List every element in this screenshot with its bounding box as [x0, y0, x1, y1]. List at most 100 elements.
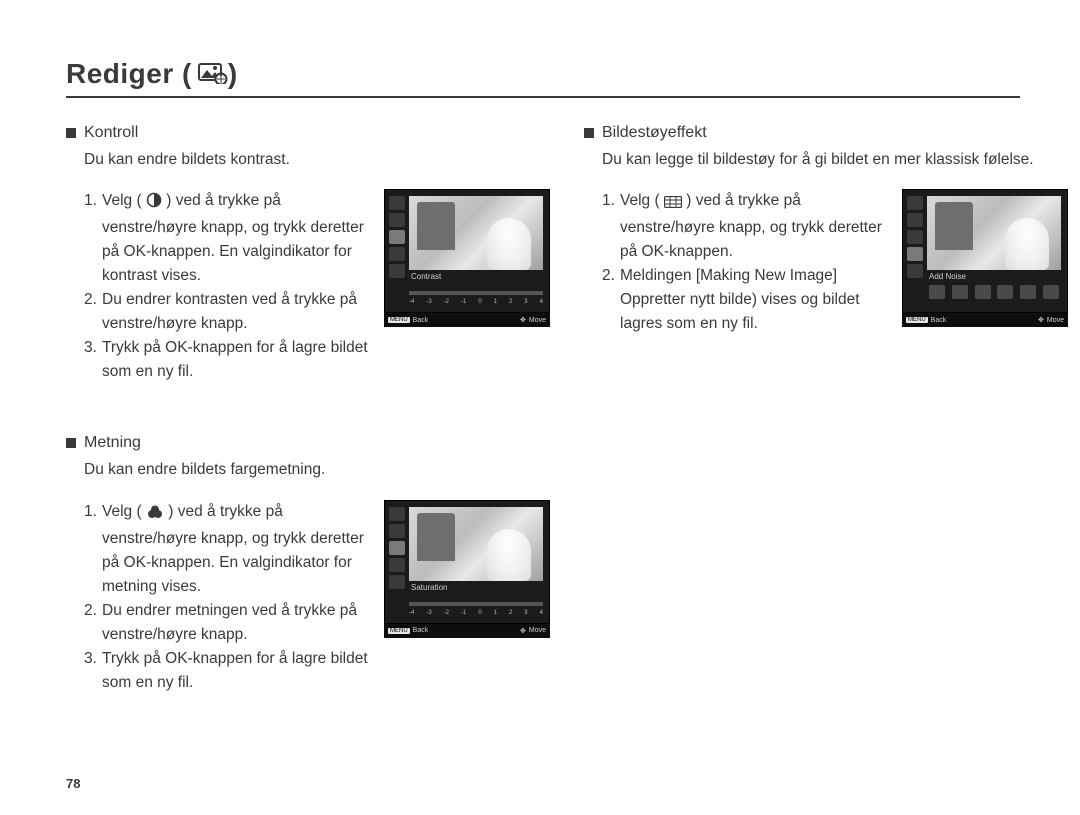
lcd-mode-icon	[389, 575, 405, 589]
lcd-effect-icons	[927, 282, 1061, 302]
bullet-square-icon	[66, 128, 76, 138]
lcd-effect-icon	[975, 285, 991, 299]
lcd-mode-icon	[389, 213, 405, 227]
lcd-mode-icon	[907, 213, 923, 227]
lcd-effect-icon	[1020, 285, 1036, 299]
camera-lcd-metning: Saturation -4 -3 -2 -1 0 1	[384, 500, 550, 638]
dpad-icon: ✥	[1038, 316, 1044, 324]
lcd-mode-icon	[907, 196, 923, 210]
section-body: 1. Velg ( ) ved å trykke på venstre/høyr…	[584, 189, 1068, 336]
lcd-photo-preview	[927, 196, 1061, 270]
edit-photo-icon	[198, 60, 228, 89]
section-metning: Metning Du kan endre bildets fargemetnin…	[66, 434, 550, 694]
heading-text: Metning	[84, 434, 141, 452]
step: 3. Trykk på OK-knappen for å lagre bilde…	[84, 647, 370, 695]
lcd-mode-label: Contrast	[411, 272, 441, 281]
lcd-mode-icon	[389, 230, 405, 244]
lcd-slider-track: -4 -3 -2 -1 0 1 2 3 4	[409, 291, 543, 295]
lcd-slider: -4 -3 -2 -1 0 1 2 3 4	[409, 284, 543, 302]
menu-button-icon: MENU	[906, 317, 928, 323]
step-list: 1. Velg ( ) ved å trykke på venstre/høyr…	[84, 500, 370, 695]
step-text: Velg ( ) ved å trykke på venstre/høyre k…	[102, 500, 370, 599]
lcd-mode-icon	[389, 507, 405, 521]
section-intro: Du kan endre bildets fargemetning.	[84, 458, 550, 481]
lcd-mode-icon	[907, 247, 923, 261]
step-number: 2.	[602, 264, 620, 336]
lcd-footer: MENUBack ✥Move	[902, 313, 1068, 327]
lcd-side-icons	[389, 196, 405, 278]
step: 2. Du endrer metningen ved å trykke på v…	[84, 599, 370, 647]
contrast-icon	[146, 192, 162, 216]
page-title: Rediger (	[66, 58, 192, 90]
step: 2. Du endrer kontrasten ved å trykke på …	[84, 288, 370, 336]
menu-button-icon: MENU	[388, 317, 410, 323]
lcd-move: ✥Move	[520, 627, 546, 635]
lcd-mode-icon	[907, 264, 923, 278]
lcd-back: MENUBack	[388, 627, 428, 634]
section-heading: Kontroll	[66, 124, 550, 142]
step: 1. Velg ( ) ved å trykke på venstre/høyr…	[84, 189, 370, 288]
lcd-back: MENUBack	[906, 317, 946, 324]
lcd-mode-icon	[907, 230, 923, 244]
step: 1. Velg ( ) ved å trykke på venstre/høyr…	[602, 189, 888, 264]
step: 3. Trykk på OK-knappen for å lagre bilde…	[84, 336, 370, 384]
step-number: 2.	[84, 288, 102, 336]
step: 2. Meldingen [Making New Image] Opprette…	[602, 264, 888, 336]
dpad-icon: ✥	[520, 627, 526, 635]
step-number: 1.	[602, 189, 620, 264]
lcd-slider: -4 -3 -2 -1 0 1 2 3 4	[409, 595, 543, 613]
step-number: 3.	[84, 336, 102, 384]
section-bildestoy: Bildestøyeffekt Du kan legge til bildest…	[584, 124, 1068, 336]
step-text: Velg ( ) ved å trykke på venstre/høyre k…	[102, 189, 370, 288]
lcd-move: ✥Move	[520, 316, 546, 324]
lcd-frame: Add Noise	[902, 189, 1068, 313]
bullet-square-icon	[66, 438, 76, 448]
page-title-close: )	[228, 58, 238, 90]
lcd-photo-preview	[409, 196, 543, 270]
step-text: Meldingen [Making New Image] Oppretter n…	[620, 264, 888, 336]
step-number: 1.	[84, 189, 102, 288]
step-text: Velg ( ) ved å trykke på venstre/høyre k…	[620, 189, 888, 264]
lcd-slider-numbers: -4 -3 -2 -1 0 1 2 3 4	[409, 299, 543, 305]
heading-text: Bildestøyeffekt	[602, 124, 707, 142]
dpad-icon: ✥	[520, 316, 526, 324]
section-heading: Metning	[66, 434, 550, 452]
camera-lcd-bildestoy: Add Noise MENUBack	[902, 189, 1068, 327]
step-text: Du endrer kontrasten ved å trykke på ven…	[102, 288, 370, 336]
lcd-effect-icon	[929, 285, 945, 299]
step-number: 3.	[84, 647, 102, 695]
section-intro: Du kan endre bildets kontrast.	[84, 148, 550, 171]
lcd-side-icons	[389, 507, 405, 589]
content-columns: Kontroll Du kan endre bildets kontrast. …	[66, 124, 1020, 745]
saturation-icon	[146, 503, 164, 527]
lcd-move: ✥Move	[1038, 316, 1064, 324]
menu-button-icon: MENU	[388, 628, 410, 634]
lcd-effect-icon	[1043, 285, 1059, 299]
lcd-footer: MENUBack ✥Move	[384, 624, 550, 638]
left-column: Kontroll Du kan endre bildets kontrast. …	[66, 124, 550, 745]
lcd-mode-icon	[389, 558, 405, 572]
page-number: 78	[66, 776, 80, 791]
lcd-mode-icon	[389, 541, 405, 555]
heading-text: Kontroll	[84, 124, 138, 142]
lcd-footer: MENUBack ✥Move	[384, 313, 550, 327]
step-list: 1. Velg ( ) ved å trykke på venstre/høyr…	[602, 189, 888, 336]
manual-page: Rediger ( ) Kontroll Du kan endre bildet…	[0, 0, 1080, 815]
lcd-mode-icon	[389, 264, 405, 278]
section-body: 1. Velg ( ) ved å trykke på venstre/høyr…	[66, 500, 550, 695]
step: 1. Velg ( ) ved å trykke på venstre/høyr…	[84, 500, 370, 599]
lcd-frame: Saturation -4 -3 -2 -1 0 1	[384, 500, 550, 624]
lcd-effect-icon	[952, 285, 968, 299]
right-column: Bildestøyeffekt Du kan legge til bildest…	[584, 124, 1068, 745]
lcd-effect-icon	[997, 285, 1013, 299]
lcd-mode-icon	[389, 196, 405, 210]
step-text: Trykk på OK-knappen for å lagre bildet s…	[102, 336, 370, 384]
step-list: 1. Velg ( ) ved å trykke på venstre/høyr…	[84, 189, 370, 384]
step-text: Du endrer metningen ved å trykke på vens…	[102, 599, 370, 647]
lcd-back: MENUBack	[388, 317, 428, 324]
section-body: 1. Velg ( ) ved å trykke på venstre/høyr…	[66, 189, 550, 384]
section-heading: Bildestøyeffekt	[584, 124, 1068, 142]
section-intro: Du kan legge til bildestøy for å gi bild…	[602, 148, 1068, 171]
lcd-slider-track: -4 -3 -2 -1 0 1 2 3 4	[409, 602, 543, 606]
lcd-slider-numbers: -4 -3 -2 -1 0 1 2 3 4	[409, 610, 543, 616]
